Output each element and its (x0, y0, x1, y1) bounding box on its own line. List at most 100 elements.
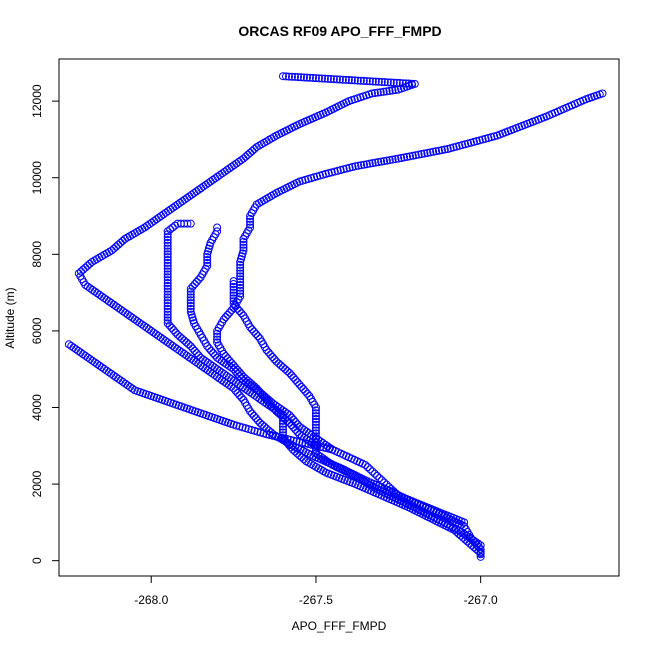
data-point (213, 329, 222, 338)
data-point (377, 77, 386, 86)
data-point (388, 155, 397, 164)
data-point (211, 351, 220, 360)
data-point (314, 74, 323, 83)
data-point (299, 73, 308, 82)
y-axis: 0 2000 4000 6000 8000 10000 12000 (30, 84, 59, 564)
data-point (304, 440, 313, 449)
y-tick-label: 4000 (30, 394, 44, 421)
data-point (384, 482, 393, 491)
data-point (271, 432, 280, 441)
data-point (598, 89, 607, 98)
data-point (83, 261, 92, 270)
data-point (194, 351, 203, 360)
data-point (235, 306, 244, 315)
data-point (370, 89, 379, 98)
data-point (171, 221, 180, 230)
data-point (246, 217, 255, 226)
data-point (241, 374, 250, 383)
data-point (429, 147, 438, 156)
data-point (109, 244, 118, 253)
data-point (311, 417, 320, 426)
data-point (281, 365, 290, 374)
y-tick-label: 12000 (30, 84, 44, 118)
data-point (305, 392, 314, 401)
data-point (112, 242, 121, 251)
data-point (231, 302, 240, 311)
data-point (231, 386, 240, 395)
data-point (371, 158, 380, 167)
data-point (213, 338, 222, 347)
y-axis-label: Altitude (m) (3, 287, 17, 348)
data-point (374, 77, 383, 86)
data-point (237, 370, 246, 379)
data-point (299, 455, 308, 464)
data-point (351, 162, 360, 171)
data-point (281, 72, 290, 81)
data-point (262, 395, 271, 404)
data-point (274, 359, 283, 368)
data-point (291, 425, 300, 434)
data-point (227, 359, 236, 368)
data-point (192, 349, 201, 358)
data-point (368, 159, 377, 168)
data-point (387, 485, 396, 494)
data-point (163, 279, 172, 288)
data-point (380, 78, 389, 87)
data-point (287, 72, 296, 81)
data-point (163, 313, 172, 322)
data-point (118, 236, 127, 245)
data-point (400, 153, 409, 162)
data-point (397, 154, 406, 163)
data-point (250, 411, 259, 420)
data-point (301, 387, 310, 396)
data-point (163, 281, 172, 290)
data-point (163, 267, 172, 276)
data-point (311, 449, 320, 458)
data-point (316, 442, 325, 451)
data-point (354, 161, 363, 170)
data-point (353, 76, 362, 85)
data-point (246, 220, 255, 229)
data-point (235, 391, 244, 400)
data-point (192, 277, 201, 286)
data-point (305, 73, 314, 82)
data-point (296, 73, 305, 82)
data-point (407, 79, 416, 88)
data-point (308, 73, 317, 82)
data-point (348, 163, 357, 171)
data-point (314, 451, 323, 460)
data-point (239, 237, 248, 246)
data-point (311, 406, 320, 415)
data-point (292, 437, 301, 446)
data-point (291, 375, 300, 384)
data-point (203, 261, 212, 270)
data-point (180, 336, 189, 345)
data-point (336, 166, 345, 175)
data-point (213, 332, 222, 341)
data-point (283, 367, 292, 376)
data-point (190, 346, 199, 355)
data-point (229, 361, 238, 370)
data-point (311, 412, 320, 421)
data-point (246, 148, 255, 157)
data-point (320, 74, 329, 83)
data-point (357, 161, 366, 170)
data-point (319, 443, 328, 452)
data-point (163, 296, 172, 305)
data-point (203, 258, 212, 267)
data-point (383, 78, 392, 87)
data-point (213, 353, 222, 362)
data-point (365, 159, 374, 168)
data-point (256, 388, 265, 397)
data-point (376, 88, 385, 97)
data-point (64, 340, 73, 349)
data-point (307, 440, 316, 449)
data-point (264, 398, 273, 407)
data-point (279, 428, 287, 437)
data-point (241, 152, 250, 161)
data-point (437, 146, 446, 155)
data-point (311, 423, 320, 432)
data-point (338, 75, 347, 84)
data-point (253, 416, 262, 425)
data-point (207, 346, 216, 355)
